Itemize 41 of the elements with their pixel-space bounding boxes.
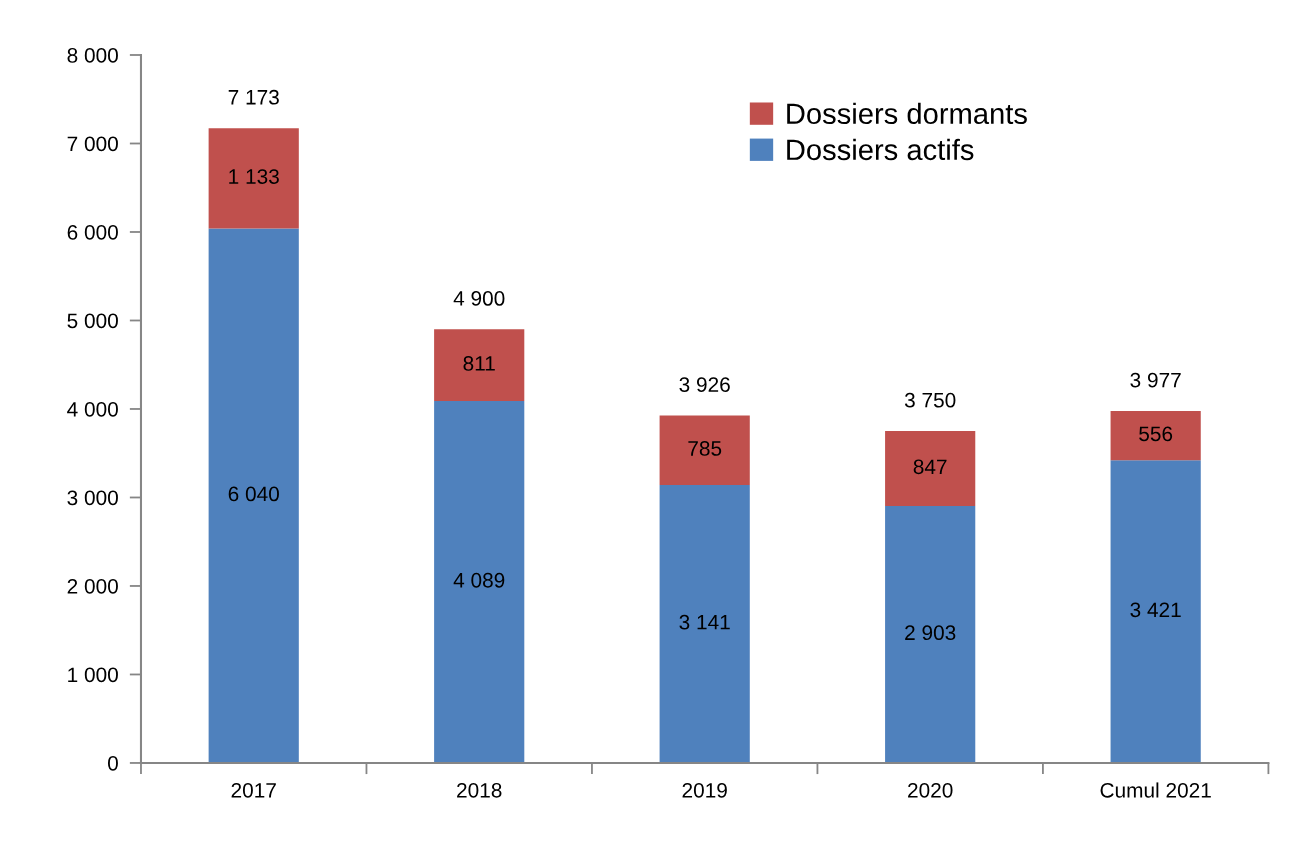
bar: [885, 431, 976, 507]
data-label: 785: [688, 441, 722, 456]
data-label: 556: [1139, 426, 1173, 442]
bar: [208, 228, 299, 763]
total-label: 3 926: [679, 377, 730, 392]
total-label: 7 173: [228, 89, 279, 105]
bar: [434, 401, 525, 763]
bar: [1110, 411, 1201, 461]
x-tick-label: 2018: [457, 782, 502, 798]
x-tick-label: 2019: [682, 782, 727, 798]
data-label: 4 089: [453, 572, 505, 588]
data-label: 6 040: [228, 486, 279, 502]
bar: [659, 415, 750, 485]
data-label: 811: [463, 356, 495, 371]
y-tick-label: 8 000: [67, 48, 118, 63]
y-tick-label: 7 000: [67, 136, 118, 152]
x-tick-label: 2017: [231, 782, 276, 798]
x-tick-label: 2020: [908, 782, 953, 798]
y-tick-label: 4 000: [67, 401, 118, 417]
data-label: 1 133: [229, 169, 279, 184]
y-tick-label: 5 000: [67, 313, 118, 329]
bar: [208, 128, 299, 229]
y-tick-label: 1 000: [68, 667, 118, 683]
total-label: 4 900: [453, 291, 505, 306]
data-label: 847: [913, 459, 947, 475]
total-label: 3 750: [904, 392, 956, 408]
y-tick-label: 2 000: [67, 578, 118, 594]
data-label: 3 141: [679, 614, 730, 630]
data-label: 3 421: [1130, 602, 1181, 618]
bar: [659, 485, 750, 763]
y-tick-label: 6 000: [67, 224, 118, 240]
y-tick-label: 3 000: [67, 490, 118, 506]
x-tick-label: Cumul 2021: [1100, 782, 1211, 798]
bar: [434, 329, 525, 402]
legend-label: Dossiers actifs: [787, 138, 974, 161]
bar: [1110, 460, 1201, 763]
bar: [885, 506, 976, 763]
total-label: 3 977: [1130, 372, 1181, 388]
legend-label: Dossiers dormants: [787, 102, 1027, 125]
data-label: 2 903: [905, 625, 956, 641]
y-tick-label: 0: [107, 755, 118, 771]
